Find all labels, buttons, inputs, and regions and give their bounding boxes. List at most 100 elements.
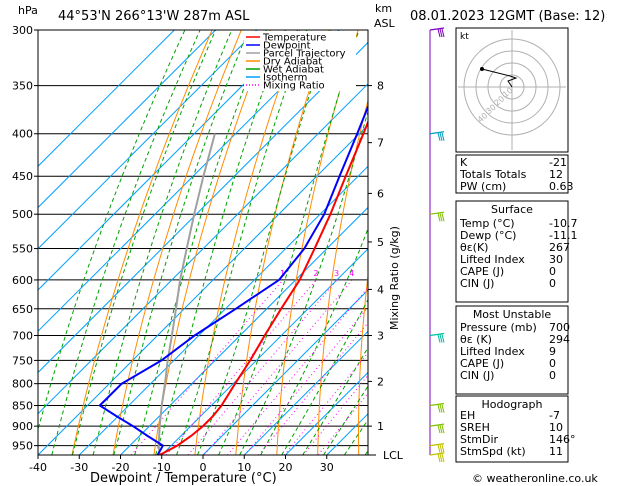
km-tick-label: 8 xyxy=(377,80,384,93)
isotherm-line xyxy=(285,371,368,455)
wet-adiabat-line xyxy=(51,30,201,455)
wet-adiabat-line xyxy=(281,298,368,455)
table-row-label: Lifted Index xyxy=(460,253,525,266)
wet-adiabat-line xyxy=(113,30,249,455)
table-row-label: StmDir xyxy=(460,433,499,446)
wind-barb-flag xyxy=(439,404,443,413)
wind-barb-flag xyxy=(437,425,441,434)
table-section-title: Hodograph xyxy=(482,398,543,411)
dry-adiabat-line xyxy=(358,271,368,455)
pressure-tick-label: 550 xyxy=(12,243,33,256)
wind-barb-flag xyxy=(439,453,443,463)
wind-barb-flag xyxy=(437,132,441,141)
isotherm-line xyxy=(38,30,175,167)
isotherm-line xyxy=(78,165,368,455)
temperature-tick-label: 0 xyxy=(200,461,207,474)
wet-adiabat-line xyxy=(218,30,360,455)
wind-barb-flag xyxy=(439,213,443,222)
pressure-tick-label: 500 xyxy=(12,208,33,221)
table-section-title: Most Unstable xyxy=(473,308,552,321)
wind-barb-staff xyxy=(429,131,445,135)
pressure-tick-label: 400 xyxy=(12,128,33,141)
mixing-ratio-value: 4 xyxy=(349,269,354,278)
wind-barb-staff xyxy=(429,452,445,456)
pressure-tick-label: 450 xyxy=(12,170,33,183)
wind-barb-staff xyxy=(429,443,445,447)
wind-barb-staff xyxy=(429,27,445,31)
dry-adiabat-line xyxy=(112,30,242,455)
dry-adiabat-line xyxy=(580,30,605,455)
wet-adiabat-line xyxy=(71,30,217,455)
pressure-tick-label: 850 xyxy=(12,400,33,413)
table-row-label: CAPE (J) xyxy=(460,357,504,370)
pressure-tick-label: 900 xyxy=(12,420,33,433)
wet-adiabat-line xyxy=(239,109,368,455)
wind-barb-flag xyxy=(437,334,441,343)
indices-frame xyxy=(455,154,569,194)
table-section-frame xyxy=(455,305,569,395)
legend-entry-label: Parcel Trajectory xyxy=(263,49,346,60)
wind-barb-flag xyxy=(439,28,443,38)
wind-barb-flag xyxy=(437,404,441,413)
km-tick-label: 4 xyxy=(377,283,384,296)
table-row-label: Dewp (°C) xyxy=(460,229,516,242)
table-row-value: 9 xyxy=(549,345,556,358)
table-row-value: -11.1 xyxy=(549,229,577,242)
x-axis-label: Dewpoint / Temperature (°C) xyxy=(90,471,277,486)
table-row-value: 0 xyxy=(549,265,556,278)
wind-barb-staff xyxy=(429,332,445,337)
wet-adiabat-line xyxy=(134,30,267,455)
isotherm-line xyxy=(38,41,368,374)
asl-label: ASL xyxy=(374,17,396,30)
isotherm-line xyxy=(38,30,258,250)
wind-barb-flag xyxy=(439,444,443,453)
temperature-tick-label: -30 xyxy=(70,461,88,474)
wet-adiabat-line xyxy=(176,30,308,455)
pressure-tick-label: 600 xyxy=(12,274,33,287)
parcel-trajectory-line xyxy=(157,133,216,455)
wind-barb-flag xyxy=(441,425,445,434)
table-row-value: 30 xyxy=(549,253,563,266)
wet-adiabat-line xyxy=(155,30,286,455)
datetime-label: 08.01.2023 12GMT (Base: 12) xyxy=(410,9,605,24)
pressure-tick-label: 650 xyxy=(12,303,33,316)
copyright-label: © weatheronline.co.uk xyxy=(472,472,598,485)
table-row-label: CIN (J) xyxy=(460,369,494,382)
table-row-value: 0 xyxy=(549,357,556,370)
table-row-value: -10.7 xyxy=(549,217,577,230)
temperature-tick-label: -20 xyxy=(112,461,130,474)
table-row-value: -21 xyxy=(549,156,567,169)
dry-adiabat-line xyxy=(71,30,213,455)
wet-adiabat-line xyxy=(302,346,368,455)
legend-entry-label: Temperature xyxy=(262,33,326,44)
mixing-ratio-line xyxy=(258,322,368,455)
wind-barb-flag xyxy=(441,334,445,343)
dry-adiabat-line xyxy=(235,30,330,455)
lcl-label: LCL xyxy=(383,449,404,462)
table-row-label: CAPE (J) xyxy=(460,265,504,278)
legend-entry-label: Mixing Ratio xyxy=(263,81,325,92)
wet-adiabat-line xyxy=(38,30,186,432)
isotherm-line xyxy=(38,30,299,291)
wet-adiabat-line xyxy=(197,30,332,455)
table-row-label: θε (K) xyxy=(460,333,492,346)
temperature-profile-line xyxy=(159,119,368,455)
mixing-ratio-line xyxy=(302,374,368,455)
wind-barb-flag xyxy=(441,132,445,141)
legend-entry-label: Dry Adiabat xyxy=(263,57,322,68)
table-row-label: K xyxy=(460,156,468,169)
wind-barb-flag xyxy=(437,444,441,453)
dry-adiabat-line xyxy=(276,30,359,455)
table-row-value: 0 xyxy=(549,369,556,382)
temperature-tick-label: 30 xyxy=(320,461,334,474)
wind-barb-flag xyxy=(437,453,441,463)
wind-barb-flag xyxy=(441,213,445,222)
isotherm-line xyxy=(38,83,368,415)
table-row-value: 267 xyxy=(549,241,570,254)
mixing-ratio-line xyxy=(187,279,338,455)
hpa-label: hPa xyxy=(18,4,38,17)
km-tick-label: 2 xyxy=(377,375,384,388)
wet-adiabat-line xyxy=(260,227,368,455)
